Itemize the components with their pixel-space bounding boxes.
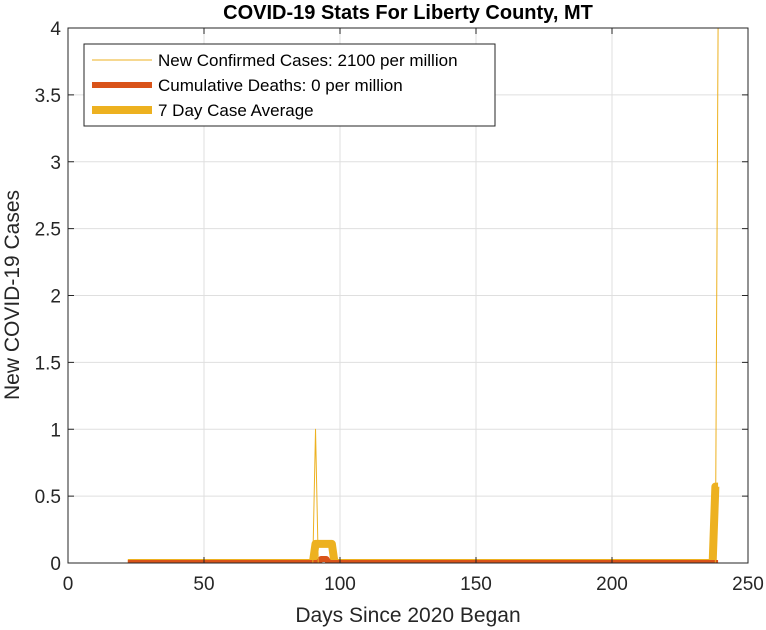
series-cumulative-deaths bbox=[127, 555, 719, 563]
y-tick-label: 3 bbox=[50, 153, 61, 174]
y-tick-label: 0.5 bbox=[35, 487, 61, 508]
x-tick-label: 50 bbox=[193, 574, 214, 595]
x-tick-label: 100 bbox=[324, 574, 356, 595]
y-tick-label: 2.5 bbox=[35, 220, 61, 241]
legend-label-7-day-average: 7 Day Case Average bbox=[158, 101, 314, 120]
y-tick-label: 3.5 bbox=[35, 86, 61, 107]
y-tick-label: 1 bbox=[50, 420, 61, 441]
series-layer bbox=[127, 28, 720, 563]
series-7-day-case-average bbox=[127, 482, 720, 563]
legend: New Confirmed Cases: 2100 per million Cu… bbox=[83, 43, 496, 127]
legend-box bbox=[83, 43, 496, 127]
x-tick-labels: 0 50 100 150 200 250 bbox=[63, 574, 764, 595]
x-tick-label: 150 bbox=[460, 574, 492, 595]
tick-marks bbox=[67, 27, 749, 564]
series-new-confirmed-cases bbox=[127, 28, 719, 563]
legend-label-new-cases: New Confirmed Cases: 2100 per million bbox=[158, 51, 458, 70]
x-tick-label: 0 bbox=[63, 574, 74, 595]
y-tick-label: 0 bbox=[50, 554, 61, 575]
y-axis-label: New COVID-19 Cases bbox=[1, 190, 24, 400]
y-tick-label: 1.5 bbox=[35, 353, 61, 374]
chart-title: COVID-19 Stats For Liberty County, MT bbox=[223, 2, 593, 24]
x-tick-label: 250 bbox=[732, 574, 764, 595]
y-tick-label: 2 bbox=[50, 287, 61, 308]
x-tick-label: 200 bbox=[596, 574, 628, 595]
x-axis-label: Days Since 2020 Began bbox=[295, 604, 520, 627]
legend-label-cumulative-deaths: Cumulative Deaths: 0 per million bbox=[158, 76, 403, 95]
y-tick-labels: 0 0.5 1 1.5 2 2.5 3 3.5 4 bbox=[35, 19, 62, 575]
y-tick-label: 4 bbox=[50, 19, 61, 40]
